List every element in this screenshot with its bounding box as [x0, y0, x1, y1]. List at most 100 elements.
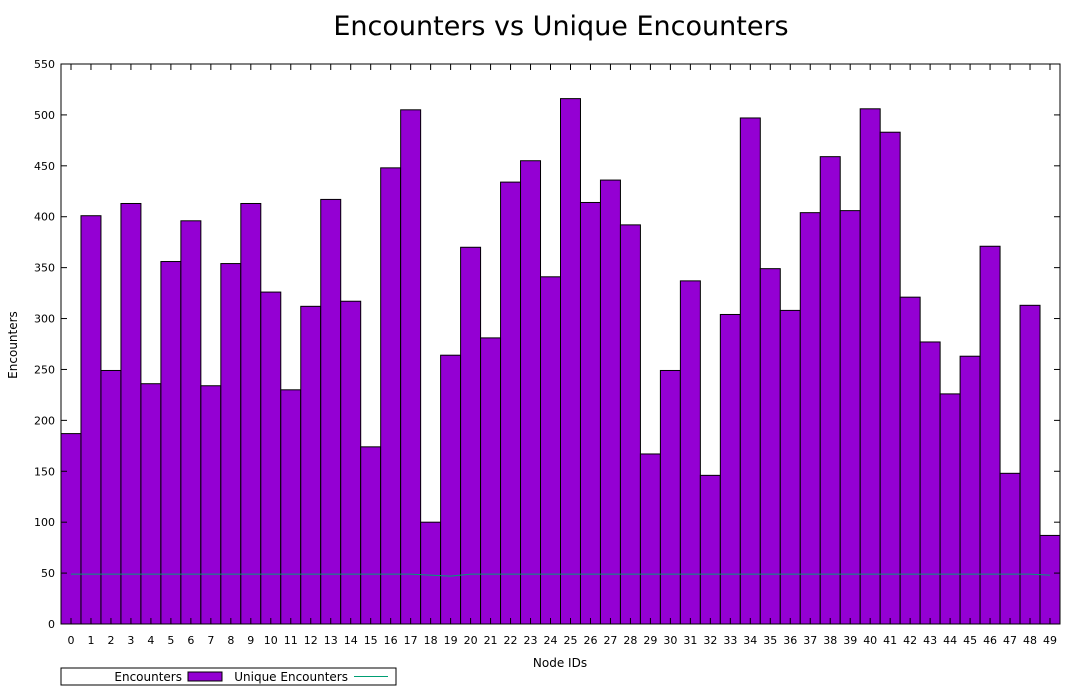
x-tick-label: 39	[843, 634, 857, 647]
x-tick-label: 26	[583, 634, 597, 647]
x-axis-title: Node IDs	[533, 656, 587, 670]
bar-node-29	[639, 453, 661, 625]
bar-node-31	[679, 280, 701, 625]
x-tick-label: 21	[484, 634, 498, 647]
x-tick-label: 5	[167, 634, 174, 647]
bar-node-35	[759, 268, 781, 625]
bar-node-46	[979, 245, 1001, 625]
y-tick-label: 550	[34, 58, 55, 71]
x-tick-label: 35	[763, 634, 777, 647]
x-tick-label: 10	[264, 634, 278, 647]
x-tick-label: 14	[344, 634, 358, 647]
x-tick-label: 3	[127, 634, 134, 647]
x-tick-label: 29	[643, 634, 657, 647]
bar-node-18	[420, 521, 442, 625]
bar-node-5	[160, 261, 182, 625]
legend-box	[60, 667, 397, 686]
legend-label-unique-encounters: Unique Encounters	[234, 670, 348, 684]
bar-node-42	[899, 296, 921, 625]
x-tick-label: 44	[943, 634, 957, 647]
x-tick-label: 41	[883, 634, 897, 647]
bar-node-2	[100, 369, 122, 625]
x-tick-label: 34	[743, 634, 757, 647]
bar-node-3	[120, 202, 142, 625]
x-tick-label: 25	[563, 634, 577, 647]
x-tick-label: 7	[207, 634, 214, 647]
x-tick-label: 31	[683, 634, 697, 647]
x-tick-label: 42	[903, 634, 917, 647]
bar-node-9	[240, 202, 262, 625]
x-tick-label: 24	[544, 634, 558, 647]
x-tick-label: 9	[247, 634, 254, 647]
bar-node-41	[879, 131, 901, 625]
x-tick-label: 45	[963, 634, 977, 647]
x-tick-label: 17	[404, 634, 418, 647]
x-tick-label: 27	[603, 634, 617, 647]
x-tick-label: 18	[424, 634, 438, 647]
x-axis: 0 1 2 3 4 5 6 7 8 9 10 11 12 13 14 15 16 17 18 19 20 21 22 23 24…	[67, 64, 1057, 647]
bar-node-37	[799, 212, 821, 625]
bar-node-24	[540, 276, 562, 625]
bar-node-14	[340, 300, 362, 625]
x-tick-label: 46	[983, 634, 997, 647]
bar-node-44	[939, 393, 961, 625]
bar-node-32	[699, 474, 721, 625]
x-tick-label: 48	[1023, 634, 1037, 647]
x-tick-label: 33	[723, 634, 737, 647]
bar-node-16	[380, 167, 402, 625]
x-tick-label: 16	[384, 634, 398, 647]
y-axis: 0 50 100 150 200 250 300 350 400 450 500 550	[34, 58, 1060, 631]
x-tick-label: 1	[87, 634, 94, 647]
x-tick-label: 8	[227, 634, 234, 647]
bar-node-34	[739, 117, 761, 625]
x-tick-label: 13	[324, 634, 338, 647]
bar-node-7	[200, 385, 222, 625]
bar-node-17	[400, 109, 422, 625]
x-tick-label: 49	[1043, 634, 1057, 647]
y-tick-label: 200	[34, 414, 55, 427]
bar-node-4	[140, 383, 162, 625]
bar-node-39	[839, 210, 861, 625]
bar-node-6	[180, 220, 202, 625]
plot-frame	[60, 63, 1061, 625]
bar-node-23	[520, 160, 542, 625]
bar-node-25	[560, 98, 581, 625]
x-tick-label: 12	[304, 634, 318, 647]
x-tick-label: 32	[703, 634, 717, 647]
line-layer	[70, 573, 1051, 577]
y-tick-label: 350	[34, 262, 55, 275]
x-tick-label: 4	[147, 634, 154, 647]
x-tick-label: 20	[464, 634, 478, 647]
bar-node-0	[60, 433, 82, 625]
y-tick-label: 450	[34, 160, 55, 173]
bar-node-30	[659, 369, 681, 625]
x-tick-label: 43	[923, 634, 937, 647]
x-tick-label: 0	[67, 634, 74, 647]
x-tick-label: 38	[823, 634, 837, 647]
x-tick-label: 11	[284, 634, 298, 647]
x-tick-label: 15	[364, 634, 378, 647]
bar-node-11	[280, 389, 302, 625]
bar-node-43	[919, 341, 941, 625]
legend: Encounters Unique Encounters	[60, 667, 397, 686]
y-tick-label: 0	[48, 618, 55, 631]
x-tick-label: 19	[444, 634, 458, 647]
y-tick-label: 50	[41, 567, 55, 580]
bar-node-15	[360, 446, 382, 625]
x-tick-label: 22	[504, 634, 518, 647]
bar-node-48	[1019, 304, 1041, 625]
bar-node-21	[480, 337, 502, 625]
bar-node-40	[859, 108, 881, 625]
x-tick-label: 23	[524, 634, 538, 647]
x-tick-label: 30	[663, 634, 677, 647]
bar-node-20	[460, 246, 482, 625]
series-line-unique-encounters	[70, 573, 1051, 577]
bar-node-49	[1039, 534, 1061, 625]
bar-node-26	[579, 201, 601, 625]
bar-node-22	[500, 181, 522, 625]
y-tick-label: 100	[34, 516, 55, 529]
legend-swatch-encounters	[187, 671, 223, 682]
bar-node-45	[959, 355, 981, 625]
